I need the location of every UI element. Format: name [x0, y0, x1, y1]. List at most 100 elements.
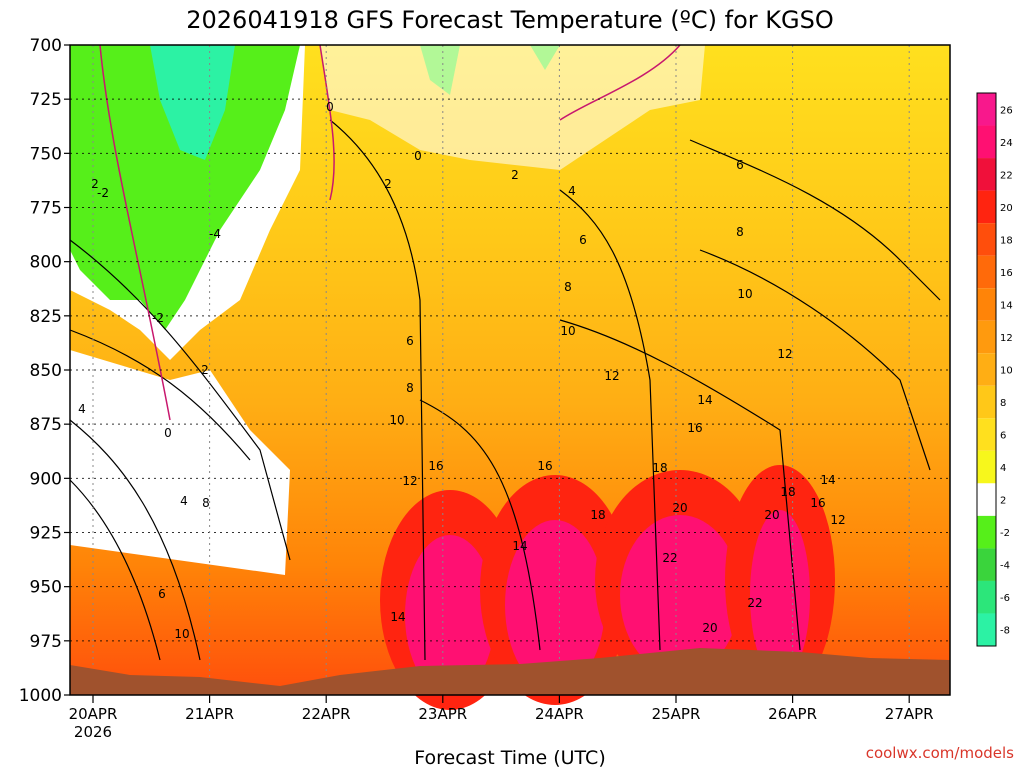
freezing-contour-line: [99, 44, 171, 421]
contour-label: 2: [384, 177, 392, 191]
terrain-surface: [70, 648, 950, 695]
legend-label: -2: [1000, 528, 1010, 539]
x-tick-label: 25APR: [652, 705, 701, 723]
y-tick-label: 850: [30, 361, 62, 381]
warm-core: [620, 515, 740, 675]
contour-label: 4: [568, 184, 576, 198]
temperature-contour-line: [69, 239, 291, 561]
legend-swatch: [977, 320, 996, 354]
legend-label: -6: [1000, 593, 1010, 604]
x-tick-label: 23APR: [418, 705, 467, 723]
contour-label: 10: [737, 287, 752, 301]
legend-swatch: [977, 158, 996, 191]
freezing-contour-line: [559, 44, 681, 121]
contour-label: 12: [402, 474, 417, 488]
temperature-contour-line: [69, 419, 201, 661]
legend-swatch: [977, 418, 996, 451]
y-tick-label: 700: [30, 36, 62, 56]
x-tick-label: 20APR: [69, 705, 118, 723]
contour-label: 10: [560, 324, 575, 338]
freezing-contour-line: [319, 44, 335, 201]
legend-swatch: [977, 450, 996, 484]
contour-label: 8: [406, 381, 414, 395]
legend-swatch: [977, 483, 996, 516]
y-tick-label: 750: [30, 144, 62, 164]
legend-label: 20: [1000, 203, 1013, 214]
warm-core: [750, 510, 810, 680]
legend-swatch: [977, 385, 996, 419]
y-tick-label: 1000: [19, 686, 62, 706]
x-year-label: 2026: [74, 723, 112, 741]
x-tick-label: 21APR: [185, 705, 234, 723]
temperature-contour-line: [689, 139, 941, 301]
contour-label: 16: [810, 496, 825, 510]
temperature-contour-line: [69, 479, 161, 661]
contour-label: 20: [672, 501, 687, 515]
contour-label: -4: [209, 227, 221, 241]
temperature-contour-line: [419, 399, 541, 651]
contour-label: 18: [652, 461, 667, 475]
contour-label: 0: [414, 149, 422, 163]
contour-label: 2: [91, 177, 99, 191]
legend-swatch: [977, 223, 996, 256]
contour-label: 20: [764, 508, 779, 522]
contour-label: 14: [512, 539, 527, 553]
contour-label: 16: [687, 421, 702, 435]
contour-label: 8: [736, 225, 744, 239]
contour-label: 22: [662, 551, 677, 565]
legend-frame: [976, 92, 997, 647]
temperature-contour-line: [559, 319, 801, 651]
contour-label: 16: [537, 459, 552, 473]
contour-label: 12: [777, 347, 792, 361]
coldest-region: [150, 45, 235, 160]
legend-swatch: [977, 93, 996, 126]
cold-region: [70, 45, 300, 330]
temperature-contour-line: [329, 119, 426, 661]
warm-core: [505, 520, 605, 690]
legend-swatch: [977, 613, 996, 646]
contour-label: 6: [579, 233, 587, 247]
contour-label: 8: [202, 496, 210, 510]
contour-label: 2: [201, 363, 209, 377]
legend-label: 14: [1000, 300, 1013, 311]
y-tick-label: 925: [30, 524, 62, 544]
y-tick-label: 975: [30, 632, 62, 652]
contour-label: 4: [180, 494, 188, 508]
legend-swatch: [977, 580, 996, 614]
credit-text: coolwx.com/models: [866, 744, 1014, 762]
x-tick-label: 24APR: [535, 705, 584, 723]
contour-label: 14: [697, 393, 712, 407]
legend-label: 16: [1000, 268, 1013, 279]
x-axis-title: Forecast Time (UTC): [414, 747, 605, 768]
mid-level-cool-region: [70, 45, 705, 170]
legend-label: 8: [1000, 398, 1006, 409]
legend-label: -4: [1000, 561, 1010, 572]
contour-label: 22: [747, 596, 762, 610]
contour-label: 18: [590, 508, 605, 522]
contour-label: 6: [736, 158, 744, 172]
contour-label: 6: [406, 334, 414, 348]
legend-swatch: [977, 548, 996, 581]
plot-area: [69, 44, 951, 710]
color-legend: 26 24 22 20 18 16 14 12 10 8 6 4 2 -2 -4 -6 -8: [976, 92, 1013, 647]
y-tick-label: 775: [30, 199, 62, 219]
legend-label: 6: [1000, 431, 1006, 442]
legend-label: -8: [1000, 626, 1010, 637]
legend-label: 12: [1000, 333, 1013, 344]
contour-label: 0: [164, 426, 172, 440]
legend-label: 22: [1000, 170, 1013, 181]
legend-swatch: [977, 353, 996, 386]
contour-label: 18: [780, 485, 795, 499]
contour-label: 10: [174, 627, 189, 641]
contour-label: 12: [604, 369, 619, 383]
contour-label: 12: [830, 513, 845, 527]
contour-label: -2: [152, 311, 164, 325]
temperature-contour-line: [699, 249, 931, 471]
contour-label: 16: [428, 459, 443, 473]
legend-label: 18: [1000, 235, 1013, 246]
contour-label: 14: [820, 473, 835, 487]
contour-label: 0: [326, 100, 334, 114]
contour-label: 6: [158, 587, 166, 601]
